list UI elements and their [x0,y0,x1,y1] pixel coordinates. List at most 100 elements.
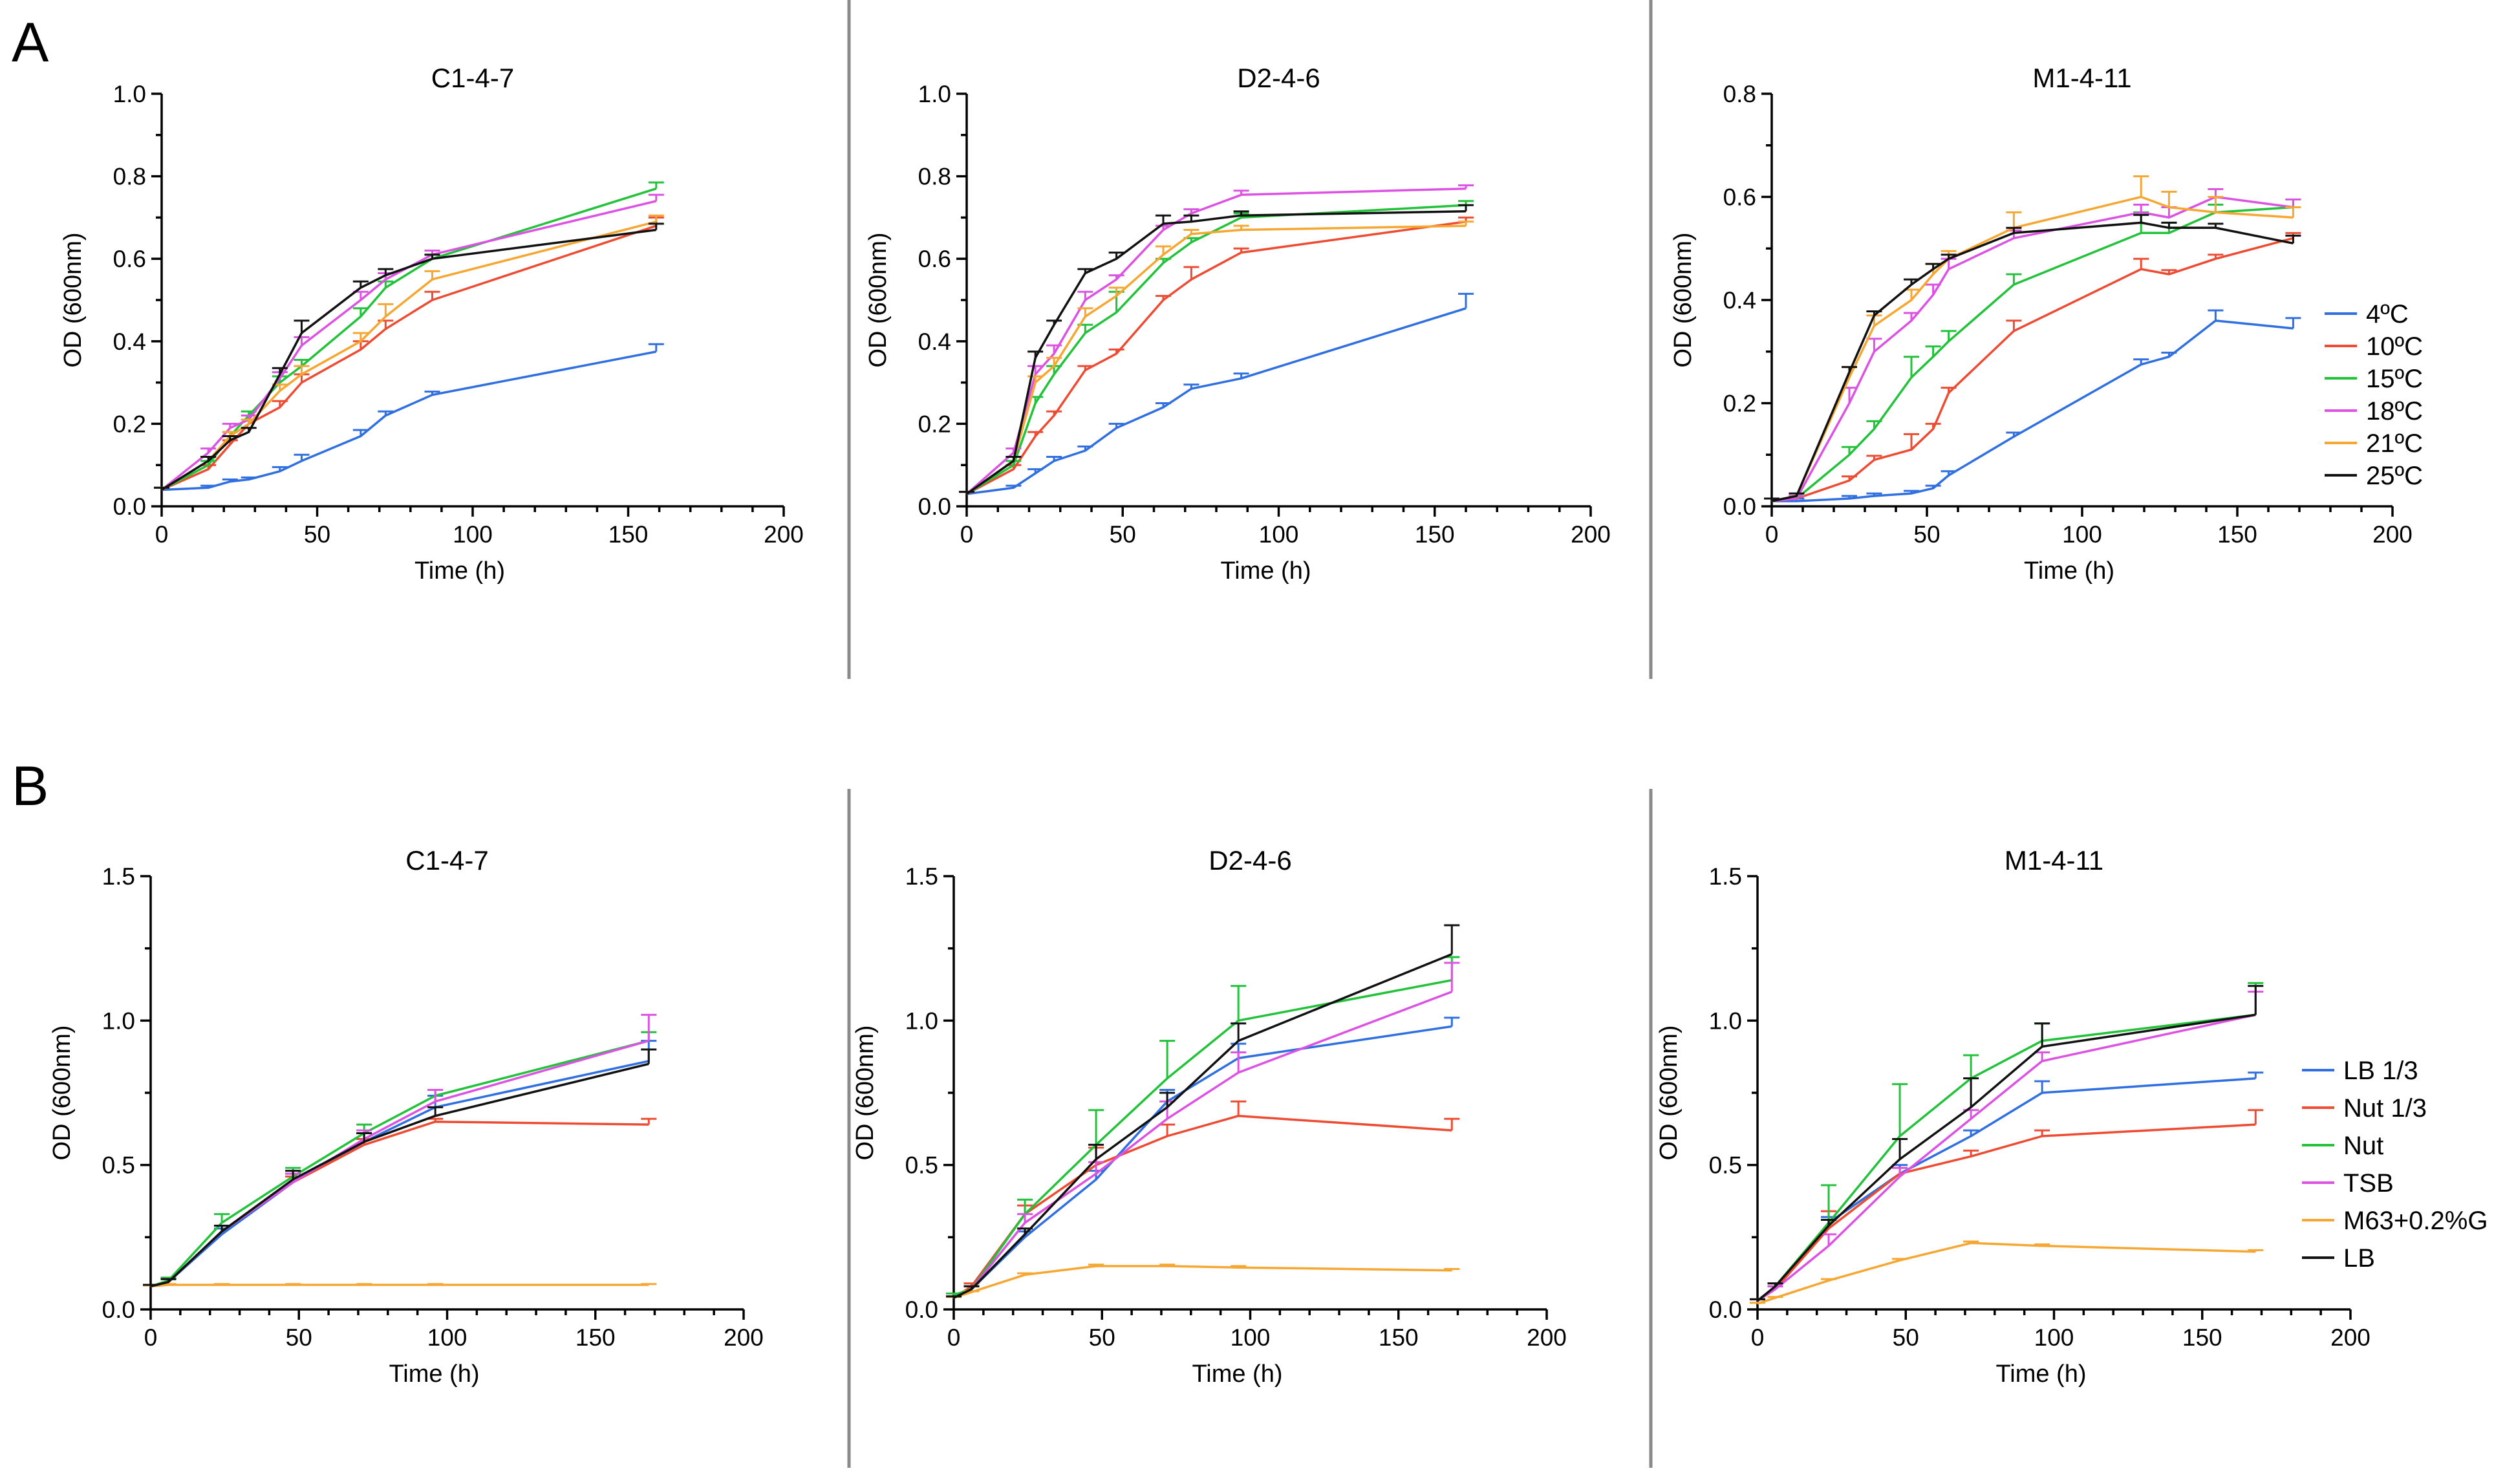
data-point [2133,257,2149,270]
data-point [1767,1296,1783,1298]
series-10-c [154,216,664,491]
y-tick-label: 0.6 [918,246,951,272]
data-point [1866,455,1882,460]
series-line-25-c [161,228,657,491]
series-lb [946,924,1460,1299]
legend-label-18-c: 18ºC [2366,397,2423,425]
legend: 4ºC 10ºC 15ºC 18ºC 21ºC 25ºC [2325,300,2423,490]
data-point [1789,492,1805,497]
series-line-nut-1-3 [1757,1123,2256,1302]
data-point [1904,312,1919,321]
data-point [1892,1258,1908,1261]
y-axis-label: OD (600nm) [1655,1025,1683,1160]
data-point [2133,358,2149,365]
x-axis-label: Time (h) [1995,1360,2086,1388]
y-tick-label: 0.2 [113,411,146,437]
data-point [1750,1302,1765,1304]
series-10-c [1764,231,2301,502]
data-point [378,268,394,275]
data-point [427,1089,444,1102]
data-point [641,1013,657,1041]
y-tick-label: 1.5 [102,863,135,890]
data-point [2248,985,2264,1015]
data-point [2248,1249,2264,1252]
series-line-21-c [965,224,1467,495]
data-point [1088,1109,1104,1145]
data-point [1925,422,1941,429]
data-point [1842,495,1857,499]
series-21-c [1764,175,2301,502]
data-point [1866,492,1882,497]
data-point [1155,295,1171,300]
series-25-c [959,204,1474,495]
x-tick-label: 150 [1379,1324,1419,1351]
data-point [1925,484,1941,489]
y-tick-label: 0.5 [102,1152,135,1179]
series-line-tsb [1757,1013,2256,1302]
data-point [1444,1016,1460,1027]
data-point [2034,1243,2050,1246]
x-tick-label: 200 [764,521,804,548]
data-point [2208,253,2224,259]
data-point [1046,344,1062,354]
data-point [378,280,394,288]
data-point [424,253,440,259]
y-tick-label: 1.5 [1709,863,1742,890]
panel-a-label: A [12,12,49,74]
series-line-18-c [1771,195,2294,502]
data-point [1925,263,1941,270]
series-lb-1-3 [946,1016,1460,1299]
y-tick-label: 0.8 [1723,81,1756,107]
data-point [160,1278,177,1282]
y-tick-label: 1.0 [113,81,146,107]
data-point [200,455,217,461]
chart-title: M1-4-11 [2005,845,2103,876]
series-lb-1-3 [143,1040,657,1288]
x-tick-label: 50 [1110,521,1136,548]
data-point [1963,1149,1979,1157]
data-point [1750,1298,1765,1301]
data-point [1904,278,1919,285]
data-point [1027,431,1044,436]
y-axis-label: OD (600nm) [59,232,87,367]
data-point [2133,203,2149,213]
data-point [2161,191,2177,208]
data-point [1077,268,1093,274]
series-lb [143,1048,657,1288]
y-tick-label: 0.8 [918,164,951,190]
series-nut [143,1031,657,1287]
series-line-nut [1756,1013,2256,1302]
y-tick-label: 0.2 [1723,391,1756,417]
series-line-10-c [966,220,1467,495]
y-tick-label: 0.0 [102,1296,135,1323]
y-tick-label: 1.0 [905,1007,938,1034]
data-point [959,491,974,494]
data-point [1155,214,1171,224]
data-point [2006,211,2022,228]
data-point [1183,214,1199,222]
y-axis-label: OD (600nm) [48,1025,76,1160]
data-point [1925,345,1941,357]
data-point [946,1292,962,1295]
series-tsb [946,962,1460,1299]
series-lb-1-3 [1750,1071,2264,1302]
x-tick-label: 100 [453,521,493,548]
y-tick-label: 0.4 [113,328,146,355]
data-point [1183,383,1199,389]
data-point [424,391,440,395]
y-tick-label: 0.6 [1723,184,1756,211]
y-axis-label: OD (600nm) [1670,232,1697,367]
data-point [1088,1264,1104,1266]
x-tick-label: 0 [155,521,169,548]
series-nut-1-3 [1750,1109,2264,1302]
data-point [2006,431,2022,437]
data-point [2285,198,2301,208]
data-point [1027,468,1044,473]
data-point [1231,1265,1247,1268]
x-tick-label: 0 [144,1324,158,1351]
series-18-c [1764,188,2301,502]
series-25-c [154,222,664,491]
data-point [1866,420,1882,429]
data-point [1821,1219,1837,1226]
data-point [1231,1022,1247,1041]
